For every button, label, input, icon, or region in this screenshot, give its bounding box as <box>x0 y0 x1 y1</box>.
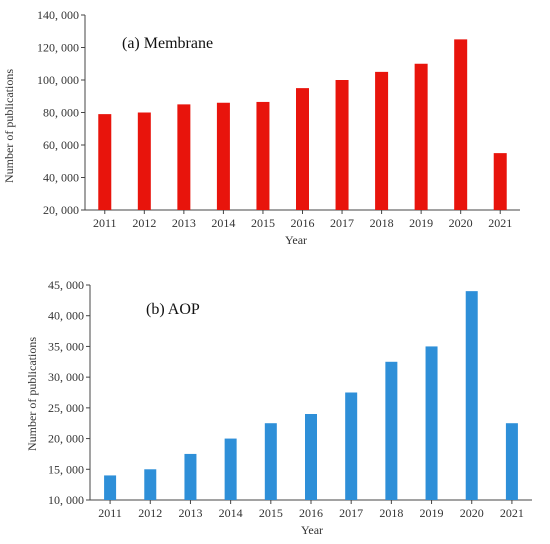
aop-bar-2016 <box>305 414 317 500</box>
aop-y-tick-label: 25, 000 <box>48 401 84 415</box>
aop-chart: 10, 000 15, 000 20, 000 25, 000 30, 000 35, 0… <box>25 278 532 537</box>
membrane-chart-title: (a) Membrane <box>122 35 213 52</box>
membrane-y-tick-label: 40, 000 <box>43 171 79 185</box>
membrane-x-ticks: 2011 2012 2013 2014 2015 2016 2017 2018 2019 2020… <box>93 210 512 230</box>
membrane-x-tick-label: 2021 <box>488 216 512 230</box>
aop-bar-2017 <box>345 392 358 500</box>
membrane-bar-2012 <box>137 112 151 210</box>
membrane-x-tick-label: 2014 <box>211 216 235 230</box>
membrane-bar-2011 <box>98 114 112 210</box>
membrane-x-tick-label: 2019 <box>409 216 433 230</box>
membrane-y-tick-label: 80, 000 <box>43 106 79 120</box>
aop-y-tick-label: 40, 000 <box>48 309 84 323</box>
aop-bars <box>104 291 518 500</box>
aop-x-tick-label: 2017 <box>339 506 363 520</box>
membrane-x-tick-label: 2018 <box>370 216 394 230</box>
aop-bar-2015 <box>264 423 277 500</box>
aop-y-tick-label: 30, 000 <box>48 370 84 384</box>
membrane-y-ticks: 20, 000 40, 000 60, 000 80, 000 100, 000 120,… <box>37 8 85 217</box>
membrane-bar-2015 <box>256 101 270 210</box>
aop-bar-2012 <box>144 469 157 500</box>
membrane-bar-2013 <box>177 104 191 210</box>
aop-x-tick-label: 2015 <box>259 506 283 520</box>
membrane-x-tick-label: 2012 <box>132 216 156 230</box>
aop-x-tick-label: 2013 <box>178 506 202 520</box>
aop-y-tick-label: 15, 000 <box>48 462 84 476</box>
membrane-x-tick-label: 2011 <box>93 216 117 230</box>
aop-bar-2018 <box>385 361 398 500</box>
aop-chart-title: (b) AOP <box>146 301 200 318</box>
membrane-x-axis-label: Year <box>285 233 307 247</box>
aop-x-tick-label: 2018 <box>379 506 403 520</box>
membrane-bars <box>98 39 507 210</box>
aop-x-ticks: 2011 2012 2013 2014 2015 2016 2017 2018 2019 2020… <box>98 500 524 520</box>
membrane-x-tick-label: 2015 <box>251 216 275 230</box>
aop-y-axis-label: Number of publications <box>25 337 39 451</box>
membrane-bar-2020 <box>454 39 468 210</box>
membrane-y-tick-label: 100, 000 <box>37 73 79 87</box>
aop-x-tick-label: 2019 <box>420 506 444 520</box>
membrane-y-tick-label: 120, 000 <box>37 41 79 55</box>
membrane-bar-2021 <box>493 153 507 210</box>
aop-y-tick-label: 35, 000 <box>48 339 84 353</box>
membrane-x-tick-label: 2017 <box>330 216 354 230</box>
aop-bar-2014 <box>224 438 237 500</box>
membrane-x-tick-label: 2020 <box>449 216 473 230</box>
membrane-bar-2018 <box>375 71 389 210</box>
membrane-y-tick-label: 20, 000 <box>43 203 79 217</box>
aop-bar-2019 <box>425 346 438 500</box>
aop-bar-2013 <box>184 453 197 500</box>
membrane-bar-2017 <box>335 80 349 210</box>
aop-y-tick-label: 20, 000 <box>48 432 84 446</box>
membrane-x-tick-label: 2016 <box>291 216 315 230</box>
aop-x-tick-label: 2011 <box>98 506 122 520</box>
aop-bar-2011 <box>104 475 117 500</box>
membrane-x-tick-label: 2013 <box>172 216 196 230</box>
membrane-y-tick-label: 60, 000 <box>43 138 79 152</box>
membrane-chart: 20, 000 40, 000 60, 000 80, 000 100, 000 120,… <box>2 8 520 247</box>
aop-x-tick-label: 2020 <box>460 506 484 520</box>
aop-x-tick-label: 2016 <box>299 506 323 520</box>
aop-y-tick-label: 45, 000 <box>48 278 84 292</box>
aop-x-tick-label: 2021 <box>500 506 524 520</box>
membrane-bar-2019 <box>414 63 428 210</box>
aop-x-axis-label: Year <box>301 523 323 537</box>
aop-x-tick-label: 2014 <box>219 506 243 520</box>
aop-bar-2021 <box>505 423 518 500</box>
membrane-bar-2014 <box>216 102 230 210</box>
aop-y-ticks: 10, 000 15, 000 20, 000 25, 000 30, 000 35, 0… <box>48 278 90 507</box>
membrane-bar-2016 <box>296 88 309 210</box>
aop-x-tick-label: 2012 <box>138 506 162 520</box>
aop-bar-2020 <box>465 291 478 500</box>
membrane-y-tick-label: 140, 000 <box>37 8 79 22</box>
membrane-y-axis-label: Number of publications <box>2 69 16 183</box>
aop-y-tick-label: 10, 000 <box>48 493 84 507</box>
